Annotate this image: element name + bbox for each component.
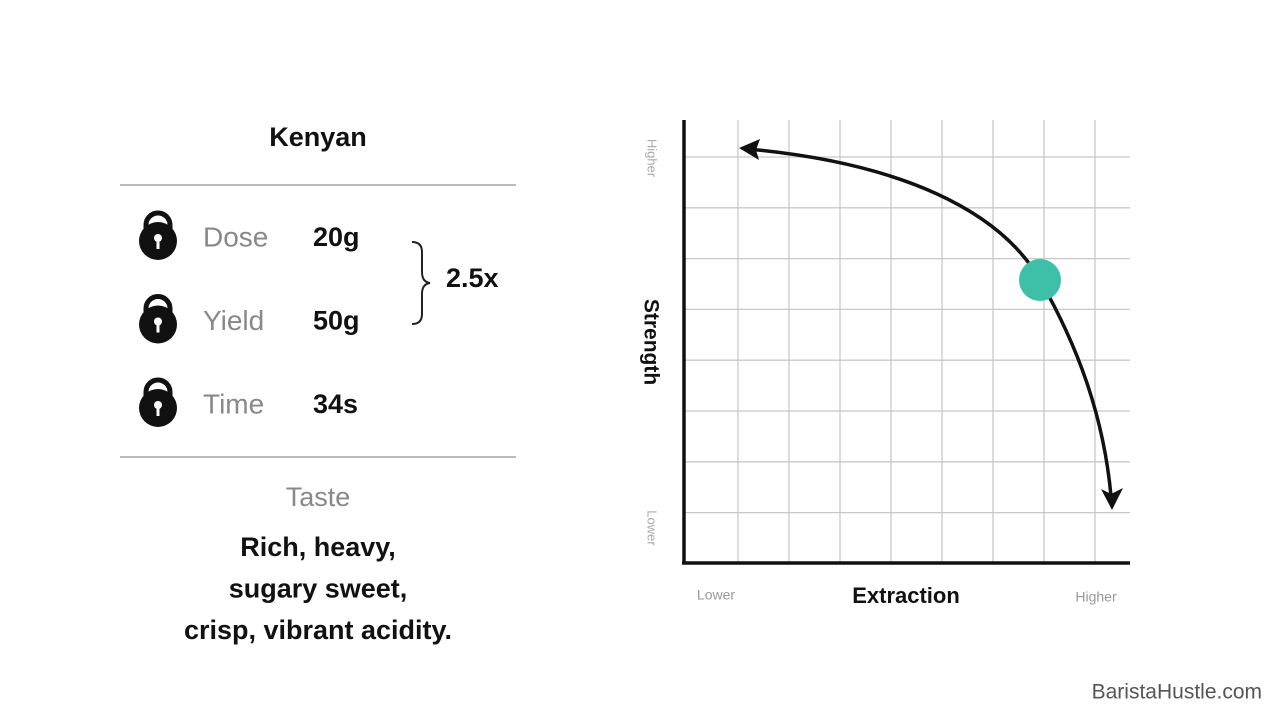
y-high-label: Higher bbox=[645, 139, 660, 178]
taste-line: crisp, vibrant acidity. bbox=[184, 615, 452, 645]
taste-line: sugary sweet, bbox=[229, 574, 408, 604]
param-value: 20g bbox=[313, 222, 360, 252]
watermark: BaristaHustle.com bbox=[1092, 681, 1262, 704]
param-label: Dose bbox=[203, 221, 268, 252]
diagram: Higher Lower Strength Lower Extraction H… bbox=[639, 120, 1130, 608]
lock-keyhole bbox=[154, 401, 162, 409]
brace bbox=[411, 241, 431, 325]
x-high-label: Higher bbox=[1075, 589, 1117, 605]
lock-keyhole bbox=[156, 322, 160, 333]
arrowhead bbox=[1101, 488, 1123, 510]
lock-shackle bbox=[143, 294, 173, 317]
param-label: Yield bbox=[203, 305, 264, 336]
lock-shackle bbox=[143, 377, 173, 400]
y-low-label: Lower bbox=[645, 510, 660, 546]
current-point bbox=[1019, 259, 1061, 301]
ratio: 2.5x bbox=[446, 263, 499, 293]
x-axis-label: Extraction bbox=[852, 583, 960, 608]
lock-keyhole bbox=[156, 406, 160, 416]
x-low-label: Lower bbox=[697, 587, 735, 603]
lock-shackle bbox=[143, 210, 173, 233]
lock-icon bbox=[139, 377, 177, 427]
lock-keyhole bbox=[156, 239, 160, 249]
param-value: 34s bbox=[313, 389, 358, 419]
lock-keyhole bbox=[154, 234, 162, 242]
arrowhead bbox=[739, 139, 760, 160]
lock-keyhole bbox=[154, 317, 162, 326]
recipe-panel: Kenyan 2.5x Taste Dose 20g Yield 50g Time 34s… bbox=[120, 122, 516, 645]
grid bbox=[684, 120, 1130, 563]
coffee-name: Kenyan bbox=[269, 122, 367, 152]
lock-icon bbox=[139, 294, 177, 344]
taste-line: Rich, heavy, bbox=[240, 532, 396, 562]
param-label: Time bbox=[203, 388, 264, 419]
y-axis-label: Strength bbox=[639, 299, 662, 385]
taste-heading: Taste bbox=[286, 482, 351, 512]
lock-icon bbox=[139, 210, 177, 260]
param-value: 50g bbox=[313, 306, 360, 336]
